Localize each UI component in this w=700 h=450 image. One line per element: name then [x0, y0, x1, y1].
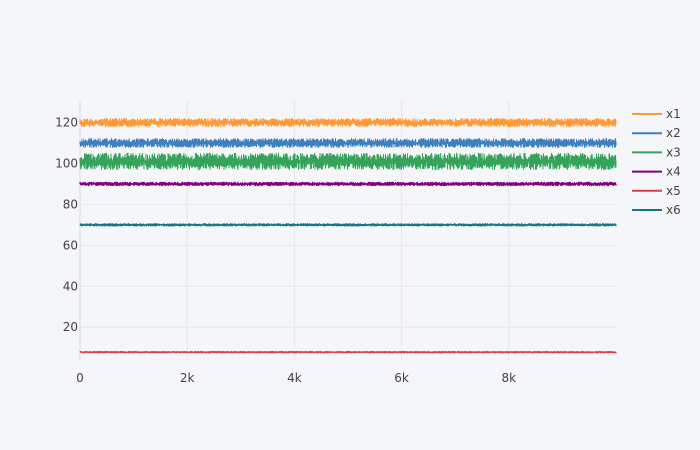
legend-label: x6 — [666, 203, 681, 217]
legend[interactable]: x1 x2 x3 x4 x5 x6 — [632, 107, 681, 217]
legend-label: x5 — [666, 184, 681, 198]
series-line-x3 — [79, 152, 617, 171]
y-tick-label: 60 — [63, 238, 78, 252]
legend-label: x1 — [666, 107, 681, 121]
series-line-x4 — [79, 181, 617, 187]
legend-item-x3[interactable]: x3 — [632, 145, 681, 159]
x-axis-tick-labels: 0 2k 4k 6k 8k — [76, 371, 516, 385]
legend-label: x3 — [666, 145, 681, 159]
legend-item-x2[interactable]: x2 — [632, 126, 681, 140]
legend-item-x5[interactable]: x5 — [632, 184, 681, 198]
y-tick-label: 40 — [63, 279, 78, 293]
x-tick-label: 4k — [287, 371, 302, 385]
y-tick-label: 80 — [63, 197, 78, 211]
x-tick-label: 2k — [180, 371, 195, 385]
y-axis-tick-labels: 20 40 60 80 100 120 — [55, 116, 78, 335]
y-tick-label: 120 — [55, 116, 78, 130]
legend-item-x1[interactable]: x1 — [632, 107, 681, 121]
series-line-x2 — [79, 137, 617, 148]
series-lines — [79, 117, 617, 354]
x-tick-label: 0 — [76, 371, 84, 385]
x-tick-label: 8k — [502, 371, 517, 385]
series-line-x5 — [79, 350, 617, 354]
y-tick-label: 100 — [55, 156, 78, 170]
series-line-x6 — [79, 223, 617, 227]
y-tick-label: 20 — [63, 320, 78, 334]
x-tick-label: 6k — [394, 371, 409, 385]
legend-item-x4[interactable]: x4 — [632, 165, 681, 179]
series-line-x1 — [79, 117, 617, 128]
legend-item-x6[interactable]: x6 — [632, 203, 681, 217]
legend-label: x2 — [666, 126, 681, 140]
legend-label: x4 — [666, 165, 681, 179]
